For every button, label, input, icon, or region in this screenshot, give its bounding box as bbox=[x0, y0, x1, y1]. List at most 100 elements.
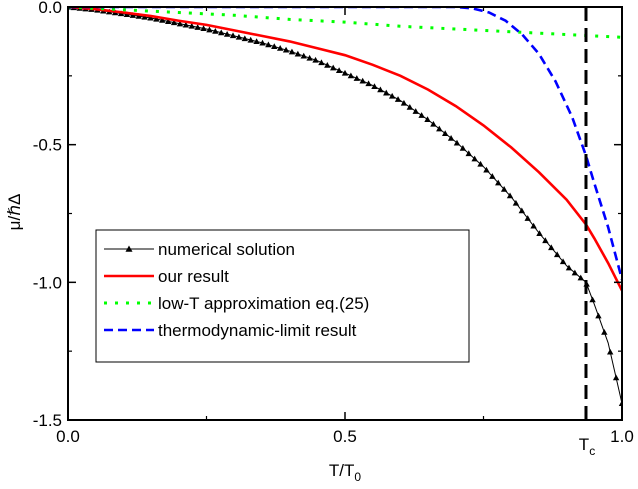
series-marker bbox=[536, 230, 543, 237]
series-marker bbox=[595, 312, 602, 319]
x-axis-title-main: T/T bbox=[329, 461, 355, 480]
series-marker bbox=[135, 12, 142, 19]
series-marker bbox=[441, 130, 449, 137]
series-marker bbox=[253, 38, 260, 45]
series-marker bbox=[206, 26, 213, 33]
series-marker bbox=[506, 192, 514, 199]
y-axis-title-hbar: ℏ bbox=[5, 205, 24, 216]
tc-annotation-label: Tc bbox=[579, 435, 595, 458]
series-marker bbox=[500, 186, 508, 192]
series-marker bbox=[483, 166, 490, 173]
series-marker bbox=[176, 20, 184, 27]
series-marker bbox=[589, 296, 596, 303]
series-marker bbox=[282, 46, 290, 53]
series-marker bbox=[565, 264, 573, 271]
series-marker bbox=[312, 56, 319, 63]
series-marker bbox=[394, 96, 402, 102]
legend: numerical solution our result low-T approx… bbox=[95, 229, 470, 363]
series-marker bbox=[164, 18, 172, 24]
series-marker bbox=[477, 160, 484, 167]
series-marker bbox=[388, 92, 396, 99]
series-marker bbox=[612, 374, 620, 381]
series-marker bbox=[571, 269, 579, 276]
series-marker bbox=[424, 116, 431, 123]
series-marker bbox=[495, 179, 502, 186]
plot-layer bbox=[68, 7, 622, 420]
series-marker bbox=[200, 25, 207, 32]
series-marker bbox=[218, 29, 225, 36]
series-marker bbox=[465, 150, 472, 157]
series-marker bbox=[601, 329, 608, 335]
series-marker bbox=[182, 21, 190, 28]
series-marker bbox=[548, 244, 555, 251]
series-marker bbox=[430, 120, 437, 127]
series-marker bbox=[412, 108, 419, 114]
series-marker bbox=[471, 155, 478, 162]
series-marker bbox=[553, 251, 561, 258]
y-axis-title-delta: Δ bbox=[5, 194, 24, 205]
series-marker bbox=[406, 103, 414, 110]
x-tick-label: 0.0 bbox=[56, 427, 80, 446]
series-marker bbox=[271, 43, 278, 50]
legend-label: our result bbox=[158, 267, 229, 286]
series-marker bbox=[400, 99, 408, 106]
series-marker bbox=[241, 35, 249, 42]
series-marker bbox=[518, 207, 526, 214]
legend-box bbox=[95, 229, 470, 363]
y-tick-label: -1.5 bbox=[33, 411, 62, 430]
series-marker bbox=[288, 48, 296, 55]
series-marker bbox=[377, 86, 384, 93]
series-marker bbox=[223, 30, 231, 37]
series-marker bbox=[341, 69, 349, 76]
y-tick-label: -1.0 bbox=[33, 273, 62, 292]
series-marker bbox=[153, 15, 160, 22]
series-marker bbox=[447, 134, 455, 141]
series-marker bbox=[371, 83, 378, 89]
series-marker bbox=[159, 17, 166, 23]
y-tick-label: 0.0 bbox=[38, 0, 62, 17]
series-marker bbox=[229, 32, 237, 39]
series-marker bbox=[318, 59, 325, 66]
series-marker bbox=[330, 64, 337, 71]
y-axis-title-mu: μ/ bbox=[5, 216, 24, 231]
series-marker bbox=[353, 75, 360, 81]
x-axis-title: T/T0 bbox=[329, 461, 362, 484]
series-marker bbox=[489, 173, 496, 179]
legend-label: low-T approximation eq.(25) bbox=[158, 294, 369, 313]
series-marker bbox=[577, 274, 584, 281]
series-marker bbox=[306, 54, 313, 61]
series-marker bbox=[459, 145, 467, 151]
series-marker bbox=[512, 199, 520, 206]
axes-layer: 0.0 0.5 1.0 0.0 -0.5 -1.0 -1.5 bbox=[33, 0, 634, 446]
series-marker bbox=[347, 72, 355, 79]
series-marker bbox=[170, 19, 178, 26]
x-axis-title-sub: 0 bbox=[354, 470, 361, 484]
legend-label: numerical solution bbox=[158, 240, 295, 259]
series-marker bbox=[335, 67, 343, 74]
y-tick-label: -0.5 bbox=[33, 136, 62, 155]
series-marker bbox=[276, 45, 284, 51]
series-marker bbox=[265, 41, 272, 48]
series-marker bbox=[147, 14, 154, 21]
x-tick-label: 1.0 bbox=[610, 427, 634, 446]
series-marker bbox=[247, 36, 254, 43]
tc-annotation-main: T bbox=[579, 435, 589, 454]
series-marker bbox=[365, 80, 372, 87]
series-marker bbox=[300, 52, 307, 59]
y-axis-title: μ/ℏΔ bbox=[5, 194, 24, 231]
series-marker bbox=[542, 237, 549, 244]
series-marker bbox=[259, 39, 266, 46]
series-marker bbox=[359, 77, 366, 84]
series-marker bbox=[383, 89, 390, 96]
series-marker bbox=[294, 50, 302, 57]
series-line-1 bbox=[68, 7, 622, 292]
series-marker bbox=[418, 112, 425, 118]
series-line-2 bbox=[68, 7, 622, 39]
series-marker bbox=[530, 222, 537, 229]
series-line-3 bbox=[68, 7, 622, 280]
legend-label: thermodynamic-limit result bbox=[158, 321, 357, 340]
x-tick-label: 0.5 bbox=[333, 427, 357, 446]
series-marker bbox=[194, 24, 201, 30]
